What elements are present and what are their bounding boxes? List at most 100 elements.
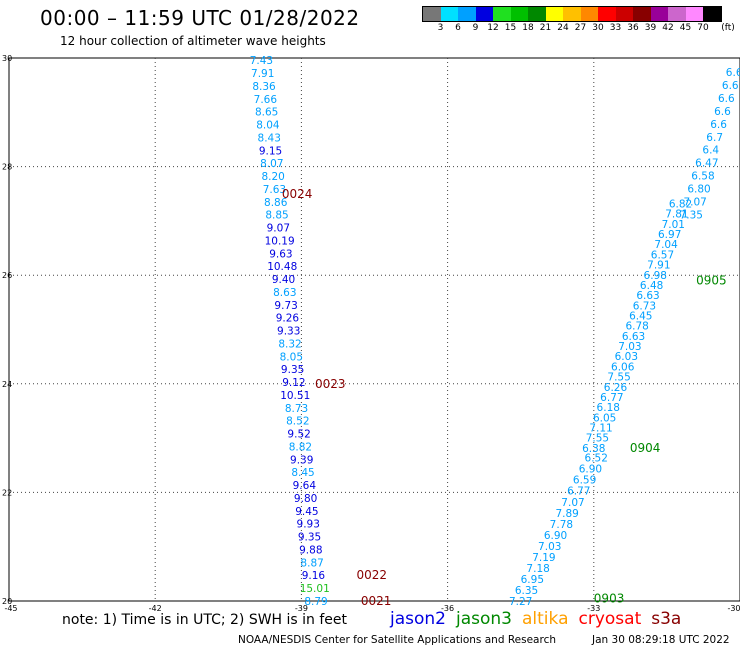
x-tick-label: -42 xyxy=(149,604,162,613)
swh-value-label: 7.19 xyxy=(532,552,555,564)
color-swatch xyxy=(703,7,721,21)
swh-value-label: 8.82 xyxy=(289,441,312,453)
swh-value-label: 6.6 xyxy=(710,119,727,131)
swh-value-label: 6.7 xyxy=(706,132,723,144)
swh-value-label: 6.63 xyxy=(636,290,659,302)
color-swatch xyxy=(563,7,581,21)
legend-entry: jason2 xyxy=(390,609,446,629)
swh-value-label: 6.58 xyxy=(691,171,714,183)
color-scale-label: 36 xyxy=(627,23,639,33)
plot-frame xyxy=(8,57,740,602)
color-scale-label: 33 xyxy=(609,23,622,33)
swh-value-label: 6.73 xyxy=(633,300,656,312)
color-scale-label: 18 xyxy=(522,23,534,33)
x-tick-label: -36 xyxy=(441,604,454,613)
color-scale-label: 6 xyxy=(455,23,461,33)
swh-value-label: 7.03 xyxy=(538,541,561,553)
swh-value-label: 8.65 xyxy=(255,107,278,119)
swh-value-label: 6.6 xyxy=(714,106,731,118)
swh-value-label: 9.35 xyxy=(298,532,321,544)
grid-lines xyxy=(9,58,740,601)
color-scale-label: 21 xyxy=(539,23,552,33)
swh-value-label: 8.73 xyxy=(285,403,308,415)
swh-value-label: 7.63 xyxy=(263,184,286,196)
swh-value-label: 10.51 xyxy=(280,390,310,402)
swh-value-label: 8.07 xyxy=(260,158,283,170)
swh-value-label: 7.55 xyxy=(607,372,630,384)
swh-value-label: 6.4 xyxy=(702,145,719,157)
swh-value-label: 6.06 xyxy=(611,361,635,373)
legend-entry: cryosat xyxy=(578,609,642,629)
color-swatch xyxy=(528,7,546,21)
swh-value-label: 9.52 xyxy=(287,429,310,441)
y-tick-label: 22 xyxy=(2,488,12,497)
swh-value-label: 8.87 xyxy=(300,557,323,569)
swh-value-label: 10.48 xyxy=(267,261,297,273)
color-scale-label: 27 xyxy=(574,23,587,33)
color-scale-label: 39 xyxy=(644,23,657,33)
swh-value-label: 6.63 xyxy=(622,331,645,343)
x-tick-label: -45 xyxy=(4,604,17,613)
swh-value-label: 7.91 xyxy=(251,68,274,80)
pass-time-label: 0021 xyxy=(361,594,392,608)
swh-value-label: 6.52 xyxy=(585,453,608,465)
x-tick-label: -33 xyxy=(587,604,600,613)
swh-value-label: 7.43 xyxy=(250,55,273,67)
swh-value-label: 7.07 xyxy=(683,196,706,208)
color-scale-label: 15 xyxy=(504,23,517,33)
axis-ticks: -45 -42 -39 -36 -33 -30 20 22 24 26 28 30 xyxy=(2,54,740,613)
color-scale-label: 70 xyxy=(697,23,709,33)
pass-time-label: 0903 xyxy=(594,591,625,605)
legend-entry: jason3 xyxy=(456,609,512,629)
swh-value-label: 6.77 xyxy=(600,392,623,404)
color-scale-label: 42 xyxy=(662,23,674,33)
x-tick-label: -30 xyxy=(727,604,740,613)
color-swatch xyxy=(510,7,528,21)
swh-value-label: 9.73 xyxy=(274,300,297,312)
swh-value-label: 8.20 xyxy=(261,171,284,183)
swh-value-label: 8.52 xyxy=(286,416,309,428)
swh-value-label: 6.26 xyxy=(604,382,628,394)
swh-value-label: 7.78 xyxy=(550,519,573,531)
swh-value-label: 8.63 xyxy=(273,287,296,299)
swh-value-label: 6.03 xyxy=(615,351,638,363)
chart-subtitle: 12 hour collection of altimeter wave hei… xyxy=(60,34,326,48)
color-swatch xyxy=(633,7,651,21)
swh-value-label: 6.35 xyxy=(515,585,538,597)
swh-value-label: 6.6 xyxy=(726,67,740,79)
footer-timestamp: Jan 30 08:29:18 UTC 2022 xyxy=(592,634,730,646)
satellite-legend: jason2 jason3 altika cryosat s3a xyxy=(390,609,691,629)
swh-value-label: 7.01 xyxy=(662,219,685,231)
swh-value-label: 7.81 xyxy=(665,209,688,221)
footer: NOAA/NESDIS Center for Satellite Applica… xyxy=(238,634,730,646)
swh-value-label: 6.48 xyxy=(640,280,663,292)
legend-entry: s3a xyxy=(651,609,682,629)
color-swatch xyxy=(580,7,598,21)
pass-time-label: 0022 xyxy=(356,568,387,582)
swh-value-label: 15.01 xyxy=(300,583,330,595)
color-scale-bar: 3 6 9 12 15 18 21 24 27 30 33 36 39 42 45 70 (ft) xyxy=(422,6,735,34)
swh-value-label: 6.78 xyxy=(625,321,648,333)
swh-value-label: 6.05 xyxy=(593,412,616,424)
color-swatch xyxy=(423,7,441,21)
swh-value-label: 9.07 xyxy=(267,223,290,235)
swh-value-label: 8.32 xyxy=(278,338,301,350)
color-swatch xyxy=(458,7,476,21)
swh-value-label: 6.95 xyxy=(521,574,544,586)
color-swatch xyxy=(598,7,616,21)
swh-value-label: 6.82 xyxy=(669,199,692,211)
color-scale-label: 3 xyxy=(437,23,444,33)
x-tick-label: -39 xyxy=(295,604,308,613)
footer-credit: NOAA/NESDIS Center for Satellite Applica… xyxy=(238,634,556,646)
swh-value-label: 9.63 xyxy=(269,248,292,260)
swh-value-label: 7.35 xyxy=(680,209,703,221)
swh-value-label: 9.15 xyxy=(259,145,282,157)
chart-title: 00:00 – 11:59 UTC 01/28/2022 xyxy=(40,6,360,30)
swh-value-label: 8.85 xyxy=(265,210,288,222)
swh-value-label: 7.55 xyxy=(586,433,609,445)
legend-entry: altika xyxy=(522,609,569,629)
swh-value-label: 6.90 xyxy=(579,464,602,476)
swh-value-label: 6.45 xyxy=(629,311,652,323)
swh-value-label: 7.04 xyxy=(654,239,678,251)
y-tick-label: 24 xyxy=(2,380,12,389)
